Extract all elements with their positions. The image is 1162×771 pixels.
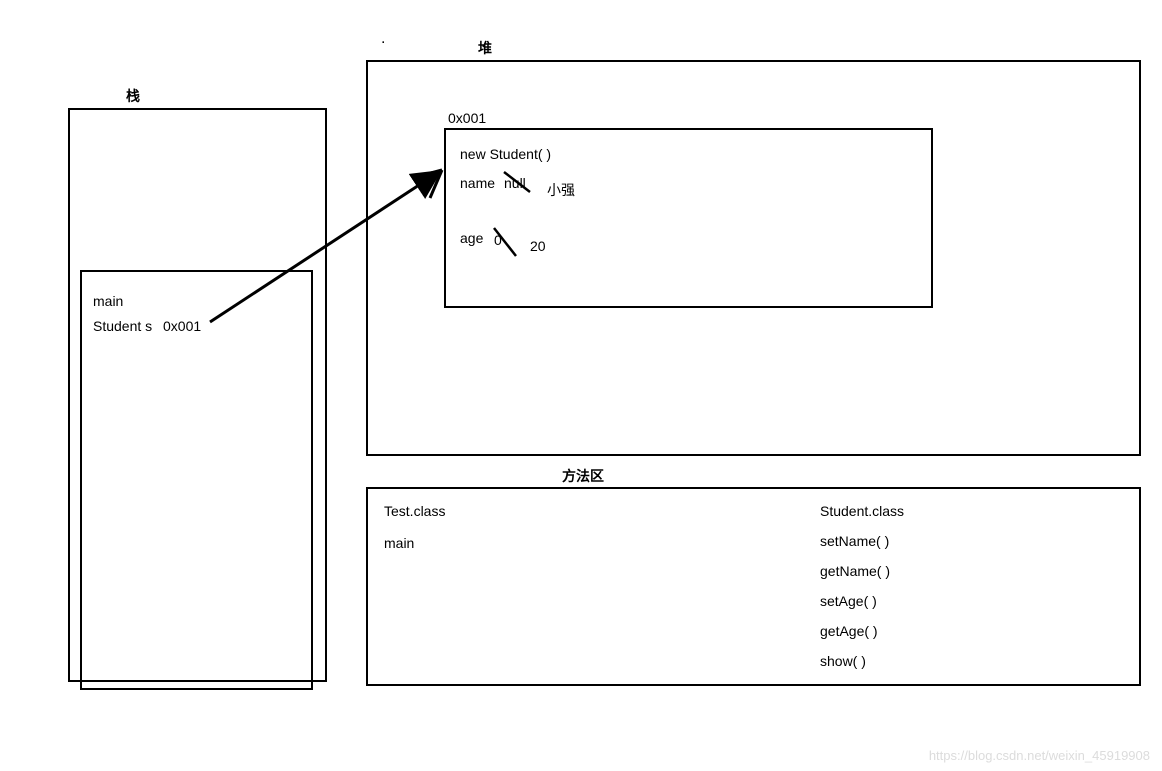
heap-age-label: age bbox=[460, 230, 483, 246]
stack-var-text: Student s bbox=[93, 318, 152, 334]
heap-name-label: name bbox=[460, 175, 495, 191]
heap-age-new: 20 bbox=[530, 238, 546, 254]
stack-label: 栈 bbox=[126, 86, 140, 106]
heap-constructor-text: new Student( ) bbox=[460, 146, 551, 162]
stack-addr-text: 0x001 bbox=[163, 318, 201, 334]
setname-text: setName( ) bbox=[820, 533, 889, 549]
heap-addr-text: 0x001 bbox=[448, 110, 486, 126]
getname-text: getName( ) bbox=[820, 563, 890, 579]
heap-name-new: 小强 bbox=[547, 180, 575, 200]
method-area-box bbox=[366, 487, 1141, 686]
method-area-label: 方法区 bbox=[562, 466, 604, 486]
heap-label: 堆 bbox=[478, 38, 492, 58]
setage-text: setAge( ) bbox=[820, 593, 877, 609]
heap-age-old: 0 bbox=[494, 232, 502, 248]
watermark-text: https://blog.csdn.net/weixin_45919908 bbox=[929, 748, 1150, 763]
heap-name-old: null bbox=[504, 175, 526, 191]
getage-text: getAge( ) bbox=[820, 623, 878, 639]
dot: . bbox=[381, 30, 385, 48]
test-class-text: Test.class bbox=[384, 503, 445, 519]
stack-main-text: main bbox=[93, 293, 123, 309]
student-class-text: Student.class bbox=[820, 503, 904, 519]
test-main-text: main bbox=[384, 535, 414, 551]
show-text: show( ) bbox=[820, 653, 866, 669]
